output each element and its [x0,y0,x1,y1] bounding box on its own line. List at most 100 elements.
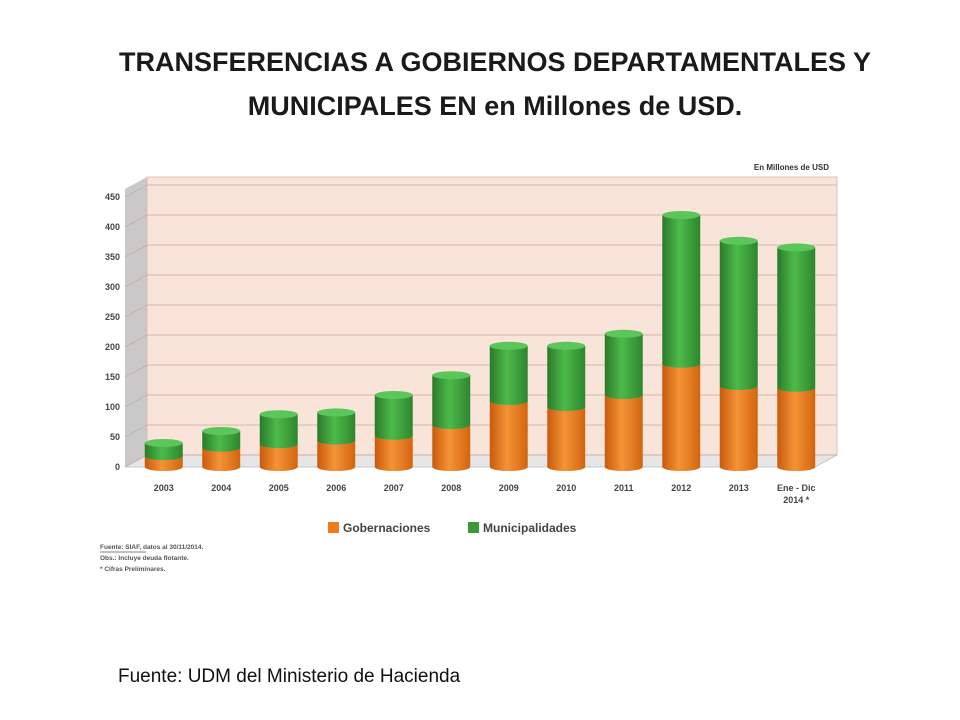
bar-cap [489,341,528,350]
bar-body [777,387,816,471]
x-tick-line: 2005 [269,483,289,493]
bar-body [317,412,356,445]
bar-municipalidades [777,243,816,392]
x-tick-line: 2009 [499,483,519,493]
gridline [124,244,837,258]
bar-body [719,240,758,390]
side-wall [125,177,147,467]
bars [144,211,816,471]
bar-body [662,363,701,471]
bar-body [547,407,586,471]
y-tick-label: 200 [105,342,120,352]
x-tick-line: 2010 [556,483,576,493]
source-note-line: Obs.: Incluye deuda flotante. [100,555,189,562]
legend-swatch [468,522,479,533]
source-note-line: * Cifras Preliminares. [100,566,166,573]
bar-body [374,395,413,440]
source-notes: Fuente: SIAF, datos al 30/11/2014. Obs.: … [100,544,204,573]
bar-municipalidades [202,427,241,452]
bar-cap [259,410,298,419]
gridline [124,304,837,318]
bar-cap [144,439,183,447]
x-tick-line: Ene - Dic [777,483,816,493]
bar-gobernaciones [662,359,701,471]
bar-cap [547,341,586,350]
bar-cap [432,371,471,380]
bar-cap [317,408,356,417]
bar-municipalidades [719,236,758,390]
bar-body [374,435,413,471]
y-axis-ticks: 0 50 100 150 200 250 300 350 400 450 [105,192,120,472]
stacked-bar-chart: 0 50 100 150 200 250 300 350 400 450 2003 2004 2005… [100,163,838,573]
bar-body [432,375,471,429]
bar-cap [604,329,643,338]
bar-municipalidades [604,329,643,399]
source-footnote: Fuente: UDM del Ministerio de Hacienda [118,666,461,687]
x-tick-label: 2006 [326,483,346,493]
bar-municipalidades [144,439,183,461]
bar-body [662,215,701,368]
legend-label: Gobernaciones [343,521,431,535]
bar-body [202,431,241,452]
bar-body [259,414,298,449]
gridline [124,274,837,288]
bar-gobernaciones [719,382,758,471]
bar-cap [777,243,816,252]
bar-body [547,345,586,411]
bar-gobernaciones [604,391,643,471]
y-tick-label: 150 [105,372,120,382]
bar-municipalidades [662,211,701,368]
bar-body [317,440,356,471]
source-note-line: Fuente: SIAF, datos al 30/11/2014. [100,544,204,551]
y-tick-label: 350 [105,252,120,262]
bar-gobernaciones [547,403,586,471]
x-tick-line: 2014 * [783,495,810,505]
x-axis-ticks: 2003 2004 2005 2006 2007 2008 2009 2010 2011 2012… [154,483,816,505]
x-tick-label: Ene - Dic 2014 * [777,483,816,505]
y-tick-label: 250 [105,312,120,322]
x-tick-line: 2007 [384,483,404,493]
bar-body [432,425,471,471]
x-tick-label: 2004 [211,483,231,493]
gridline [124,214,837,228]
bar-body [489,401,528,471]
bar-municipalidades [547,341,586,411]
bar-body [777,247,816,392]
bar-municipalidades [374,391,413,440]
bar-body [489,345,528,405]
bar-municipalidades [432,371,471,429]
bar-body [719,386,758,471]
bar-municipalidades [259,410,298,449]
x-tick-line: 2013 [729,483,749,493]
y-tick-label: 400 [105,222,120,232]
bar-cap [374,391,413,399]
legend-label: Municipalidades [483,521,577,535]
bar-body [604,395,643,471]
x-tick-label: 2009 [499,483,519,493]
bar-municipalidades [489,341,528,405]
y-tick-label: 300 [105,282,120,292]
x-tick-line: 2006 [326,483,346,493]
y-tick-label: 100 [105,402,120,412]
bar-body [202,447,241,471]
bar-municipalidades [317,408,356,445]
x-tick-label: 2013 [729,483,749,493]
bar-cap [719,236,758,245]
x-tick-line: 2008 [441,483,461,493]
bar-body [604,333,643,399]
x-tick-label: 2005 [269,483,289,493]
y-tick-label: 0 [115,462,120,472]
slide-title: TRANSFERENCIAS A GOBIERNOS DEPARTAMENTAL… [118,47,872,121]
x-tick-label: 2007 [384,483,404,493]
x-tick-label: 2003 [154,483,174,493]
x-tick-label: 2010 [556,483,576,493]
gridline [124,184,837,198]
y-tick-label: 50 [110,432,120,442]
bar-cap [662,211,701,219]
bar-gobernaciones [777,383,816,471]
x-tick-label: 2008 [441,483,461,493]
y-tick-label: 450 [105,192,120,202]
x-tick-label: 2012 [671,483,691,493]
bar-body [144,443,183,461]
bar-body [259,444,298,471]
